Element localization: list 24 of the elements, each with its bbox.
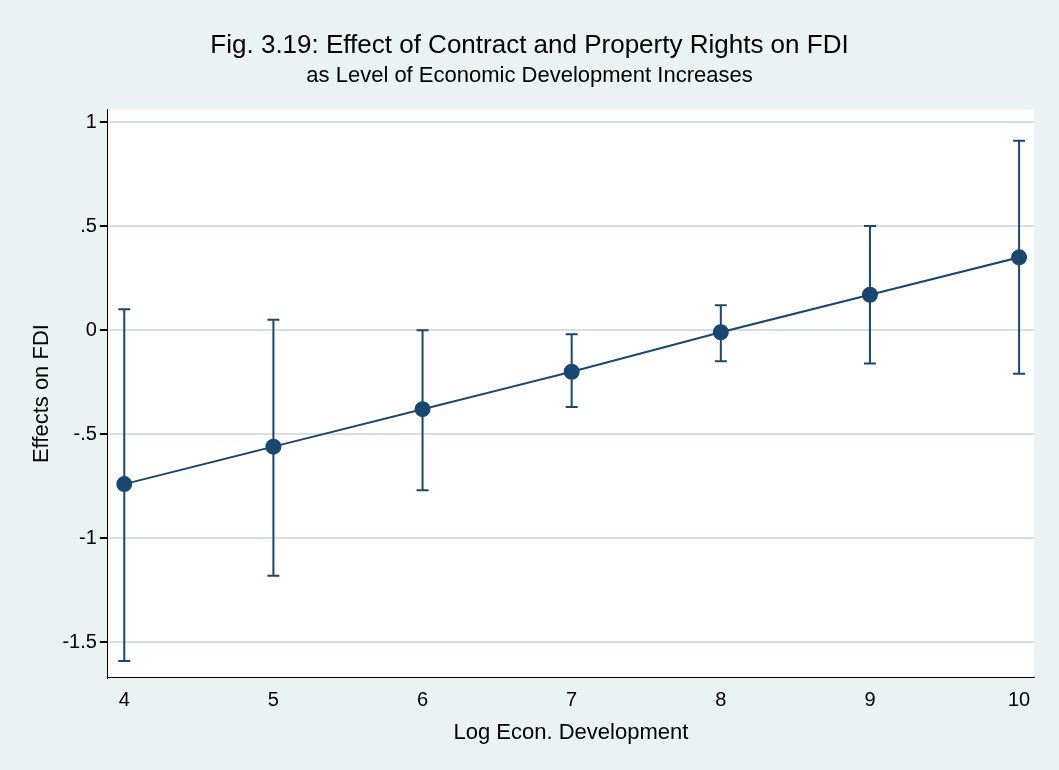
point [116,476,133,493]
x-tick-label: 4 [118,688,130,711]
x-tick-label: 8 [715,688,727,711]
point [563,363,580,380]
x-tick-label: 10 [1007,688,1031,711]
y-tick-label: .5 [80,213,97,236]
chart-subtitle: as Level of Economic Development Increases [306,62,753,88]
y-tick-label: -1 [79,525,97,548]
y-tick-label: -.5 [73,421,97,444]
y-axis-title: Effects on FDI [28,324,54,464]
y-tick-label: 1 [85,109,97,132]
point [1011,249,1028,266]
x-axis-title: Log Econ. Development [453,718,689,744]
point [861,286,878,303]
y-tick-label: -1.5 [62,629,97,652]
y-tick-label: 0 [85,317,97,340]
chart-title: Fig. 3.19: Effect of Contract and Property Rights on FDI [210,28,849,59]
point [265,438,282,455]
x-tick-label: 7 [566,688,578,711]
x-tick-label: 9 [864,688,876,711]
point [414,401,431,418]
x-tick-label: 5 [267,688,279,711]
point [712,324,729,341]
x-tick-label: 6 [416,688,429,711]
